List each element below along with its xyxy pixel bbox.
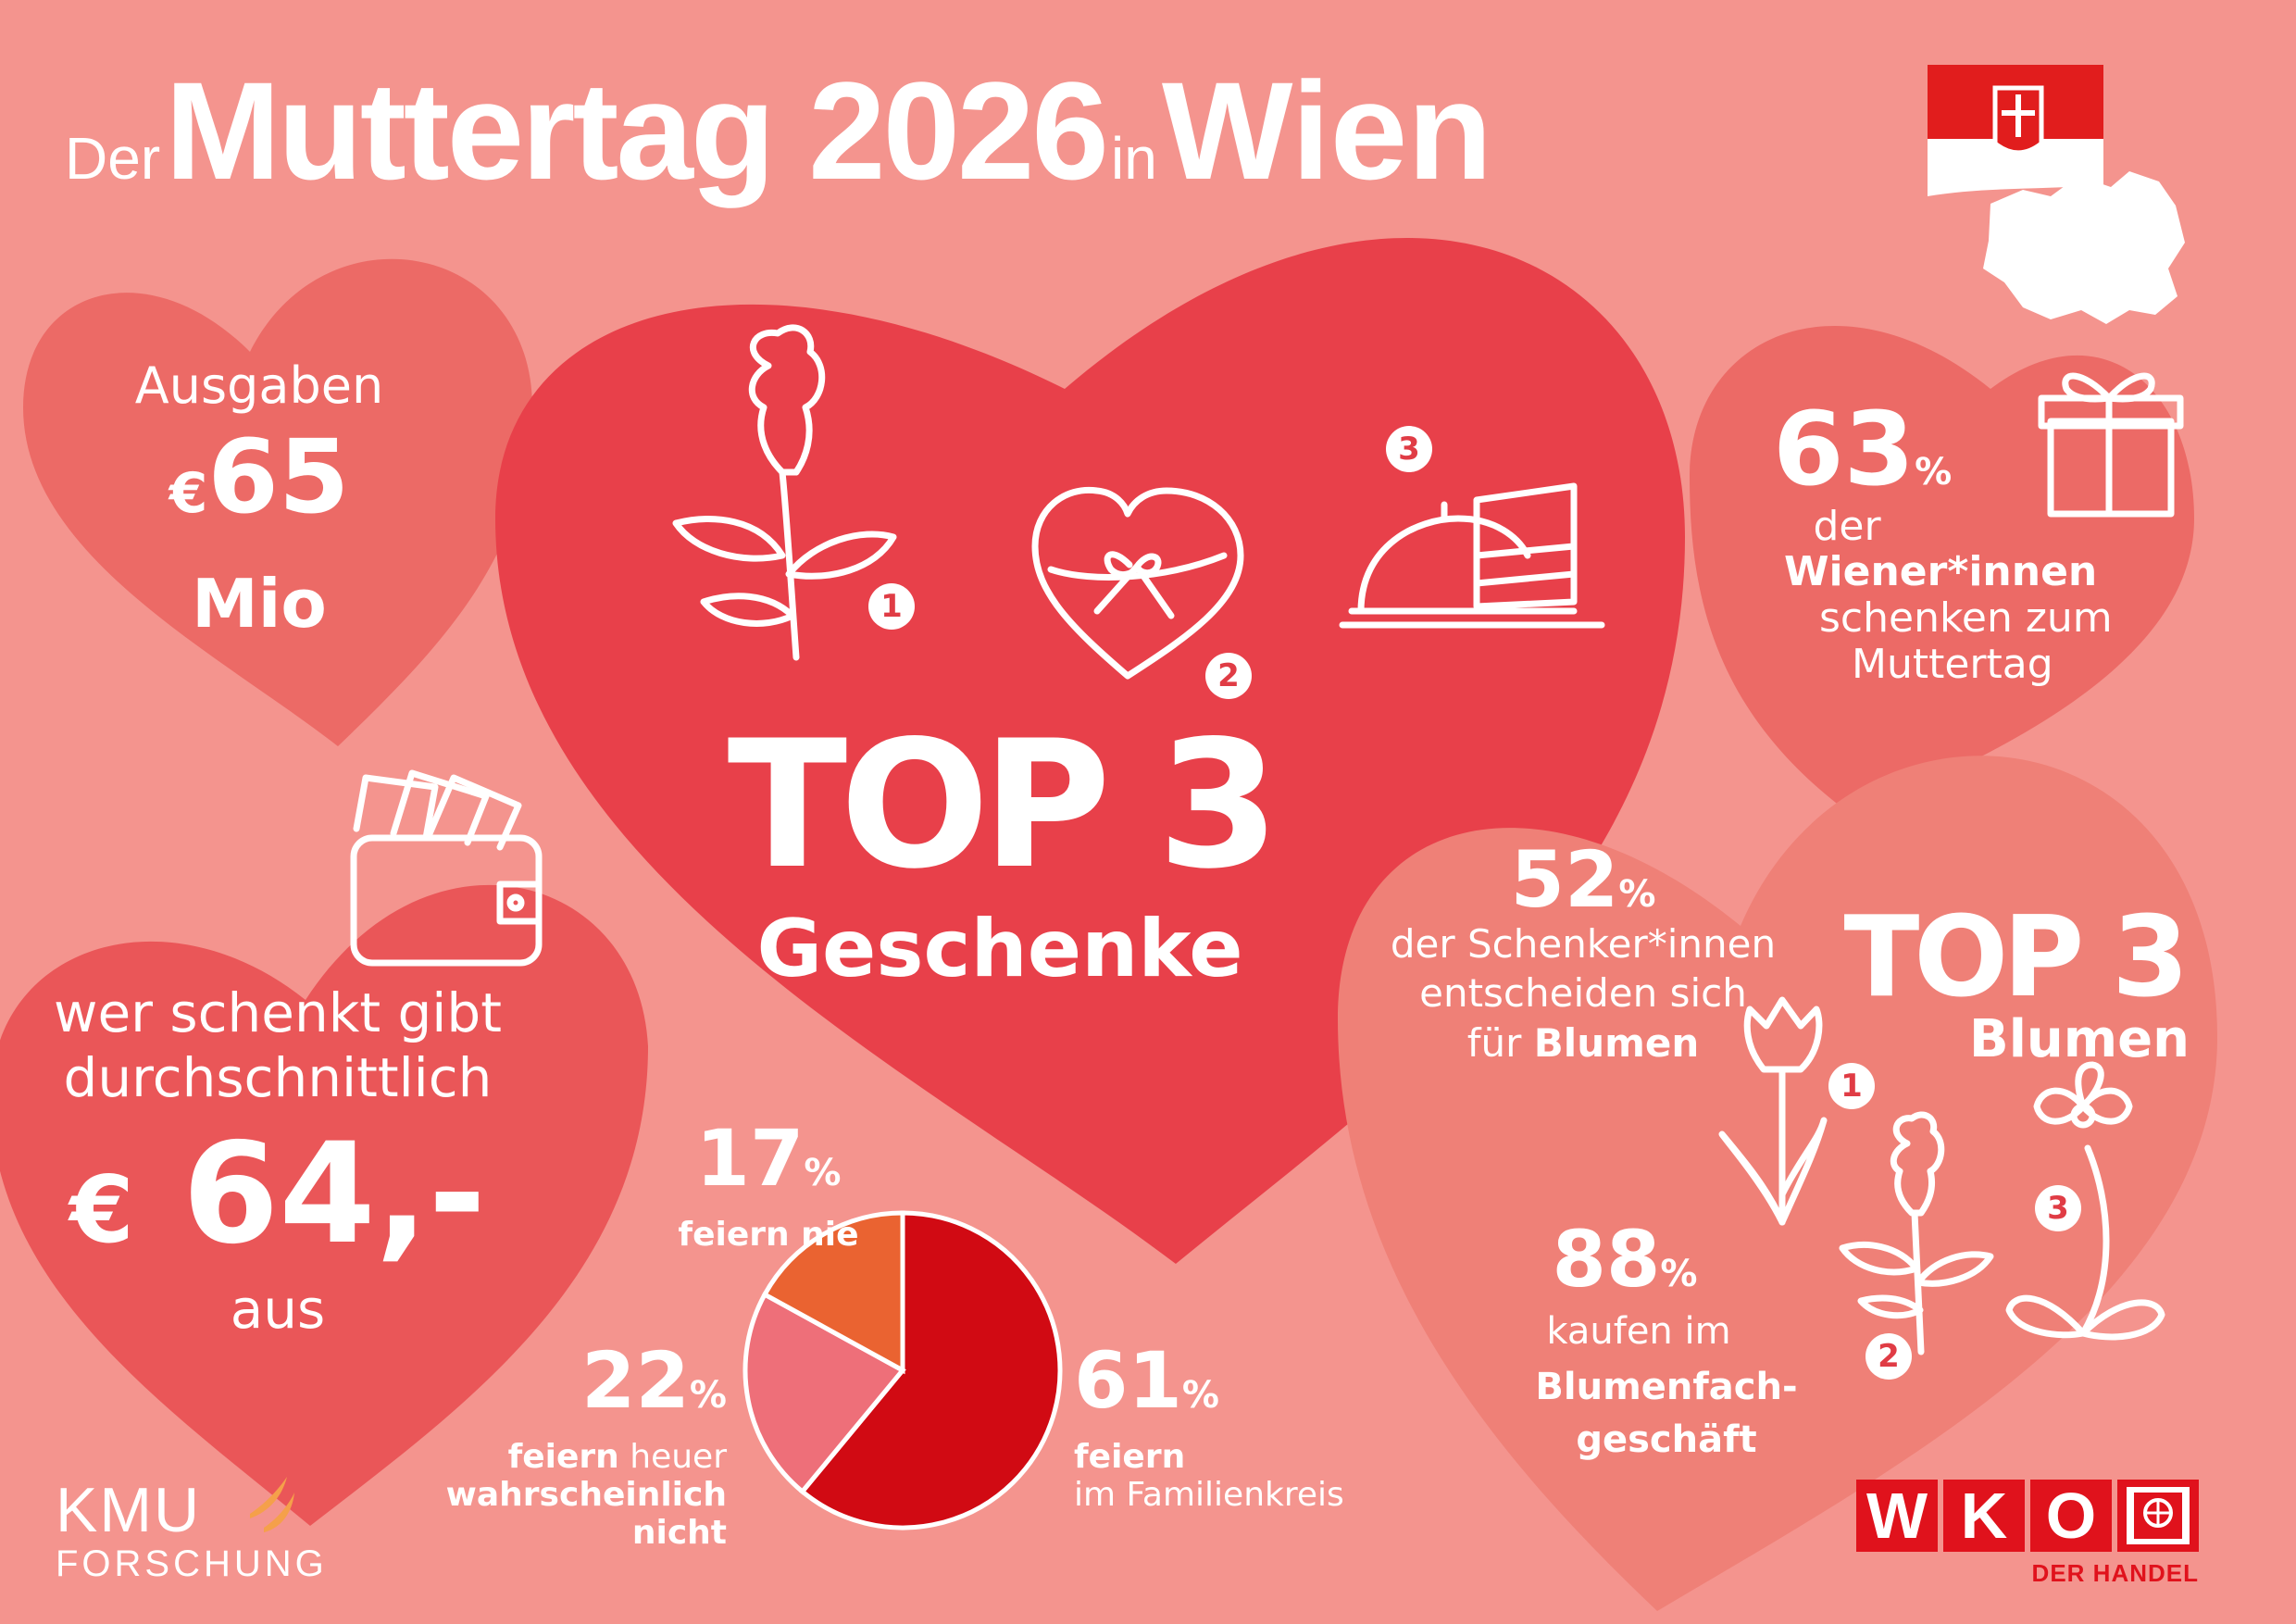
spending-unit: Mio: [192, 565, 327, 643]
share-line3: schenken zum: [1819, 594, 2113, 642]
flowers-top3: TOP 3: [1843, 893, 2189, 1022]
rose-icon: [672, 324, 897, 661]
title-in: in: [1110, 125, 1157, 192]
gift-rank-2: 2: [1205, 653, 1252, 699]
wallet-icon: [350, 769, 543, 967]
pie-slices: [742, 1210, 1063, 1530]
share-line1: der: [1813, 503, 1881, 550]
pie-never-unit: %: [804, 1152, 842, 1194]
flowers-label: Blumen: [1969, 1009, 2190, 1069]
flowers-line1: der Schenker*innen: [1390, 921, 1777, 967]
spending-currency: €: [168, 461, 208, 526]
title-main: Muttertag 2026: [165, 53, 1109, 208]
pie-family-bold: feiern: [1074, 1438, 1186, 1476]
average-value: 64,-: [181, 1114, 486, 1275]
pie-family-value: 61: [1074, 1335, 1182, 1426]
kmu-logo: KMU FORSCHUNG: [56, 1475, 328, 1585]
page-title: Der Muttertag 2026 in Wien: [65, 51, 1916, 236]
flower-rank-3: 3: [2035, 1185, 2081, 1231]
average-line2: durchschnittlich: [63, 1046, 493, 1109]
title-der: Der: [65, 125, 161, 192]
flowers-line3-a: für: [1466, 1020, 1522, 1066]
wko-letter-k: K: [1943, 1480, 2025, 1552]
spending-label: Ausgaben: [134, 356, 384, 415]
spending-value-row: €65: [93, 421, 426, 549]
average-currency: €: [69, 1156, 134, 1264]
wko-letter-o: O: [2030, 1480, 2112, 1552]
flowers-value: 52: [1510, 834, 1619, 925]
flowers-line3: für Blumen: [1370, 1020, 1796, 1066]
average-value-row: € 64,-: [19, 1116, 537, 1289]
flowers-line2: entscheiden sich: [1419, 970, 1747, 1016]
pie-maybe-rest: heuer: [630, 1438, 727, 1476]
wko-letter-w: W: [1856, 1480, 1938, 1552]
flower-rank-1: 1: [1828, 1063, 1875, 1109]
florist-line2: Blumenfach-: [1535, 1366, 1798, 1408]
flowers-value-row: 52%: [1407, 833, 1759, 941]
pie-family-unit: %: [1181, 1374, 1219, 1417]
florist-line3: geschäft: [1576, 1418, 1757, 1461]
florist-line1: kaufen im: [1546, 1310, 1731, 1353]
heart-spending: [23, 258, 532, 746]
vienna-flag-icon: [1928, 65, 2103, 196]
tulip-icon: [1718, 996, 1828, 1226]
gifts-top3: TOP 3: [727, 703, 1280, 907]
pie-slice-family: [799, 1210, 1063, 1530]
title-city: Wien: [1161, 53, 1492, 208]
average-line3: aus: [230, 1278, 326, 1341]
flowers-line3-b: Blumen: [1533, 1020, 1700, 1066]
florist-value: 88: [1552, 1214, 1661, 1305]
share-line4: Muttertag: [1852, 641, 2053, 688]
pie-family-rest: im Familienkreis: [1074, 1476, 1344, 1514]
pie-maybe-value: 22: [581, 1335, 690, 1426]
heart-share: [1690, 325, 2194, 815]
flowers-unit: %: [1618, 873, 1656, 916]
pie-maybe-line1: feiern heuer: [444, 1438, 727, 1476]
pie-maybe-line3: nicht: [631, 1514, 727, 1552]
pie-label-maybe: 22% feiern heuer wahrscheinlich nicht: [444, 1338, 727, 1552]
vienna-map-icon: [1983, 171, 2185, 324]
gifts-label: Geschenke: [756, 903, 1243, 995]
flower-rank-2: 2: [1866, 1333, 1912, 1380]
rose-small-icon: [1839, 1111, 1994, 1355]
gift-rank-3: 3: [1386, 426, 1432, 472]
gift-rank-1: 1: [868, 583, 915, 630]
florist-value-row: 88%: [1518, 1213, 1731, 1320]
kmu-logo-bottom: FORSCHUNG: [56, 1543, 328, 1584]
pie-never-value: 17: [695, 1113, 805, 1204]
heart-gift-box-icon: [1031, 486, 1244, 680]
pie-slice-never: [761, 1210, 905, 1375]
share-value-row: 63%: [1773, 394, 2004, 528]
pie-maybe-unit: %: [689, 1374, 727, 1417]
kmu-swoosh-icon: [250, 1477, 294, 1532]
heart-flowers: [1338, 756, 2217, 1611]
spending-value: 65: [207, 418, 350, 536]
wko-logo: W K O DER HANDEL: [1856, 1480, 2245, 1600]
orchid-icon: [2005, 1061, 2165, 1341]
wko-subtitle: DER HANDEL: [2031, 1559, 2199, 1587]
gift-box-icon: [2038, 372, 2184, 518]
pie-never-text: feiern nie: [678, 1216, 859, 1254]
heart-average: [0, 884, 648, 1526]
pie-maybe-bold: feiern: [507, 1438, 619, 1476]
share-unit: %: [1915, 451, 1953, 493]
pie-label-never: 17% feiern nie: [639, 1116, 898, 1254]
share-line2: Wiener*innen: [1784, 548, 2098, 595]
kmu-logo-top: KMU: [56, 1475, 202, 1545]
cake-dome-icon: [1339, 482, 1605, 629]
pie-label-family: 61% feiern im Familienkreis: [1074, 1338, 1370, 1514]
pie-chart: [742, 1210, 1063, 1530]
florist-unit: %: [1660, 1253, 1698, 1295]
average-line1: wer schenkt gibt: [54, 981, 502, 1044]
wko-emblem-icon: [2117, 1480, 2199, 1552]
share-value: 63: [1773, 390, 1915, 508]
pie-maybe-line2: wahrscheinlich: [445, 1476, 727, 1514]
pie-slice-maybe: [742, 1291, 906, 1495]
